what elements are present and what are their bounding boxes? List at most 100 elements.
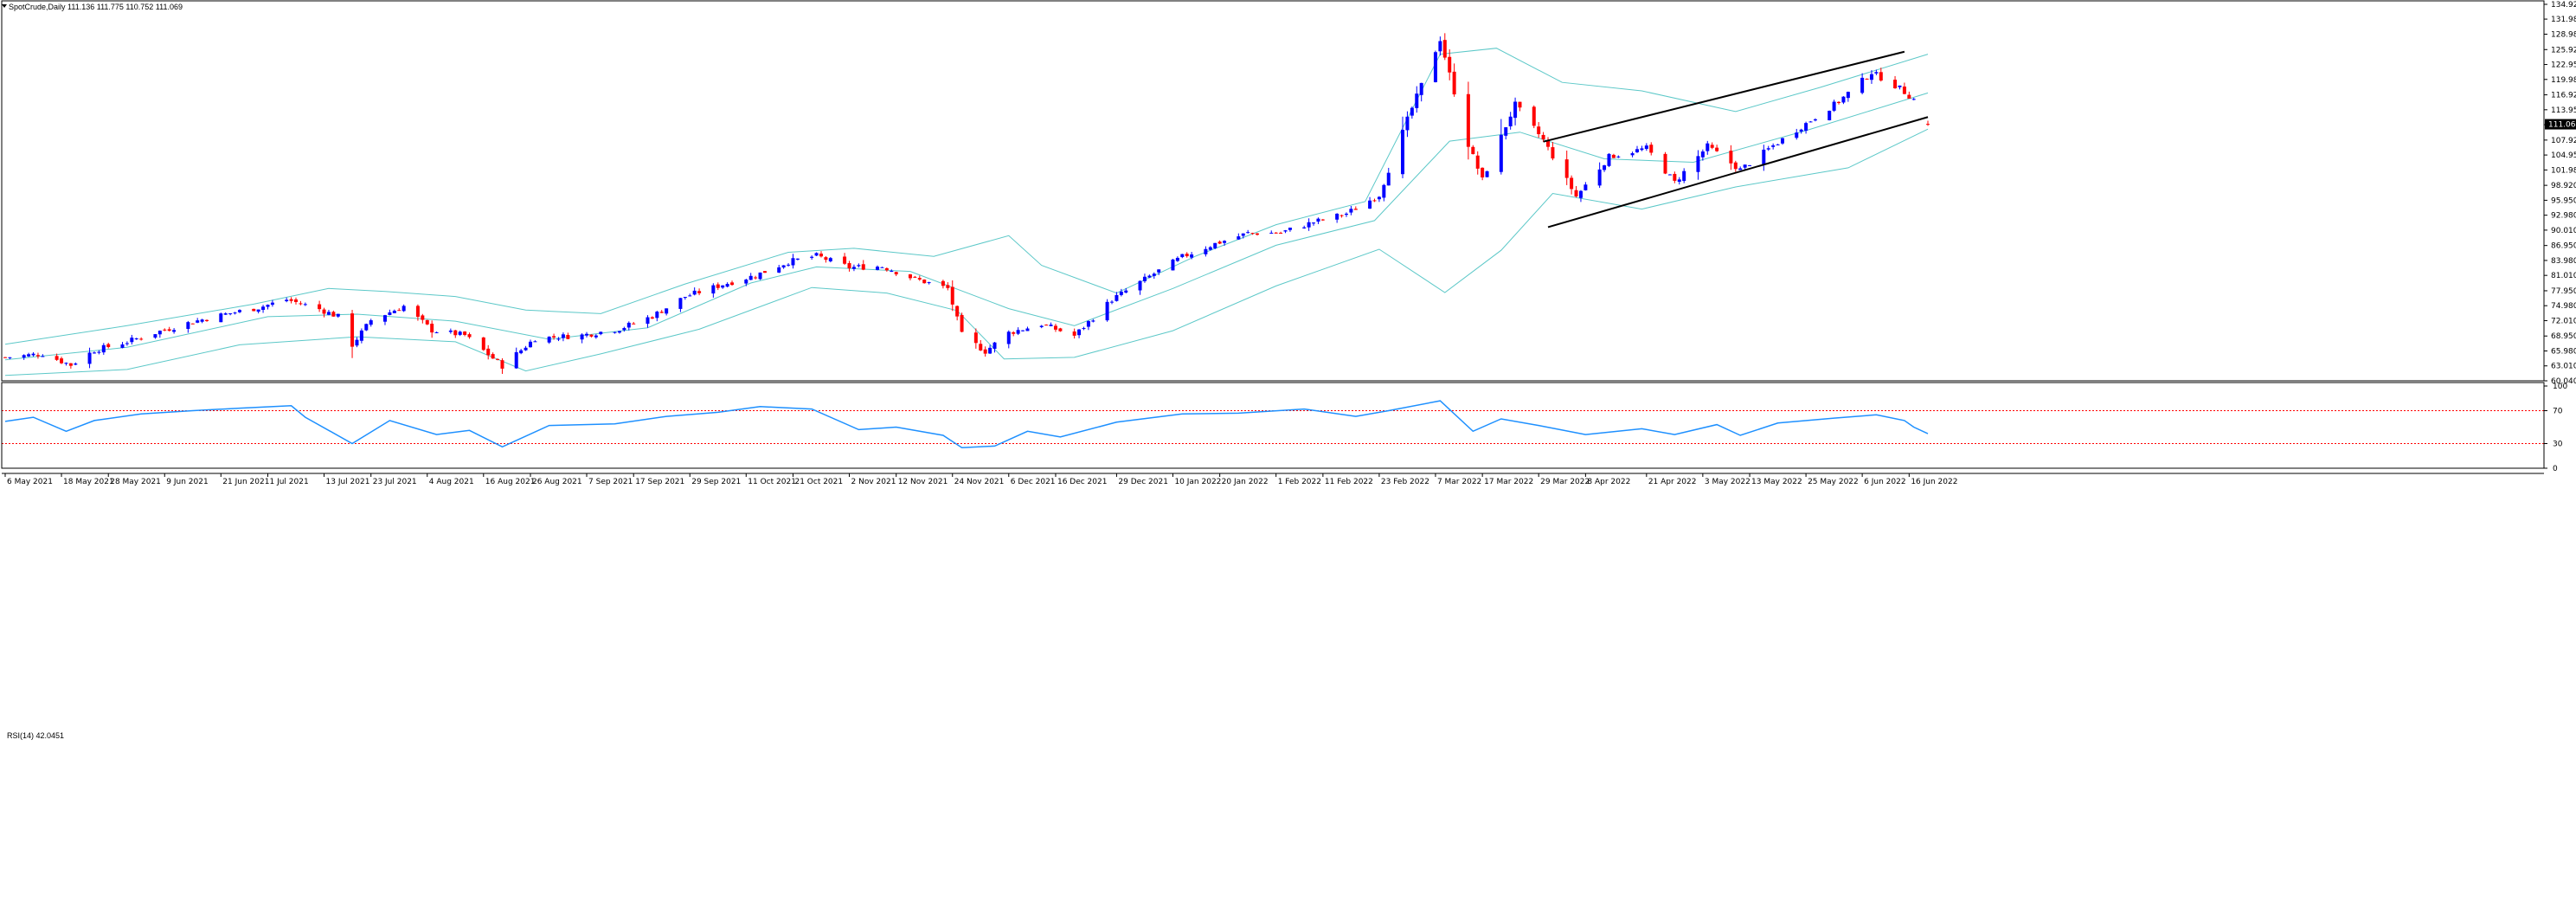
candle [1152,272,1156,280]
candle [223,312,228,315]
time-tick-label: 4 Aug 2021 [429,478,474,486]
candle [397,308,401,312]
candle-body [101,344,106,353]
candle [514,347,518,370]
candle-body [1115,294,1119,301]
candle-body [453,330,458,336]
candle [266,304,270,310]
candle [908,273,912,280]
candle [626,321,631,331]
price-axis[interactable]: 134.920 131.980 128.980 125.920 122.950 119.9… [2544,1,2576,473]
candle [8,357,12,360]
candle-body [514,351,518,369]
candle [153,334,157,339]
candle-body [92,352,96,354]
candle-body [153,334,157,338]
candle [1401,116,1405,178]
price-tick-label: 72.010 [2551,317,2576,325]
time-tick-label: 11 Oct 2021 [748,478,796,486]
candle-body [1766,148,1770,150]
candle-body [678,298,683,309]
candle-body [3,357,7,358]
candle-body [894,272,898,274]
candle [1700,149,1705,161]
candle-body [632,323,636,325]
candle-body [721,285,725,288]
channel-upper-line[interactable] [1543,50,1905,143]
candle-body [350,313,355,347]
candle-body [851,267,856,269]
time-tick-label: 18 May 2021 [63,478,114,486]
candle [880,267,884,268]
candle [528,339,532,348]
candle [810,255,814,261]
candle [1419,82,1423,102]
candle-body [1898,85,1902,87]
candle [303,302,307,306]
candle-body [55,356,59,360]
price-tick-label: 125.920 [2551,46,2576,55]
candle-body [725,284,729,287]
candle-body [524,347,528,351]
candle [1077,329,1082,338]
candle-body [960,314,964,332]
candle-body [979,344,983,351]
candle [448,328,453,334]
candle-body [1442,40,1447,58]
candle [130,334,134,345]
candle-body [388,312,392,315]
candle [1644,143,1648,151]
candle [1603,164,1607,172]
candle [556,337,561,342]
candle [64,362,68,366]
candle-body [1279,232,1283,234]
candle-body [31,353,35,356]
time-tick-label: 13 Jul 2021 [326,478,370,486]
candle-body [167,329,171,331]
candle [795,258,800,261]
candle [252,308,256,312]
candle-body [421,315,425,320]
candle [1044,324,1049,326]
candle-body [1537,126,1541,135]
candle-body [847,263,851,269]
candle [101,343,106,355]
candle [120,342,125,349]
main-pane-frame [1,0,2545,382]
candle [762,271,767,273]
candle-body [528,341,532,348]
candle [1780,138,1784,145]
candle-body [880,267,884,268]
time-tick-label: 6 Dec 2021 [1011,478,1056,486]
channel-lower-line[interactable] [1547,116,1929,228]
candle-body [1077,329,1082,336]
chart-menu-arrow-icon[interactable] [2,4,7,8]
candle-body [397,310,401,312]
candle [983,346,987,357]
candle [270,299,274,307]
candle-body [758,272,762,280]
candle [458,331,462,337]
candle [1682,168,1686,183]
candle [1086,320,1090,331]
candle [1157,269,1161,275]
candle [1715,145,1719,152]
candle [1607,152,1611,168]
candle [1223,240,1227,246]
candle [186,320,190,333]
candle-body [1578,190,1583,198]
candle [1546,137,1551,151]
candle [486,344,491,360]
candle-body [1738,168,1743,170]
candle-body [1335,213,1339,220]
candle-body [223,313,228,315]
trend-channel-layer[interactable] [1543,50,1929,228]
candle [688,293,692,297]
candle-body [1630,153,1635,156]
candle-body [219,313,223,323]
candle-body [1344,213,1348,216]
candle [196,318,200,324]
